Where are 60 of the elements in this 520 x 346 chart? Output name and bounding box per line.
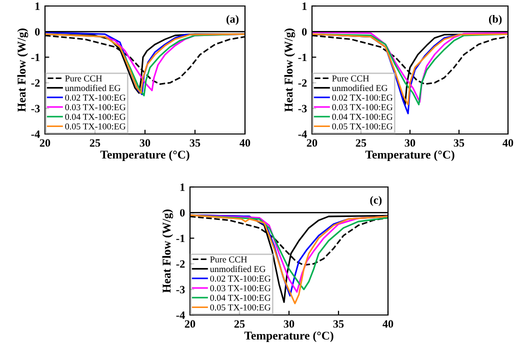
y-tick-label: 1 [180, 184, 185, 191]
text: (c) [370, 196, 382, 206]
y-tick-label: -3 [298, 104, 307, 112]
x-tick-label: 20 [184, 320, 196, 328]
y-axis-title: Heat Flow (W/g) [162, 210, 174, 293]
x-tick-label: 25 [90, 139, 100, 147]
legend-label: 0.04 TX-100:EG [332, 114, 393, 120]
legend-label: 0.05 TX-100:EG [65, 123, 126, 130]
y-tick-label: -4 [176, 312, 185, 319]
x-tick-label: 35 [454, 139, 464, 147]
y-tick-label: -1 [176, 234, 185, 242]
x-axis-title: Temperature (°C) [244, 331, 334, 342]
x-tick-label: 30 [284, 320, 294, 328]
y-tick-label: -2 [176, 260, 185, 268]
y-tick-label: 1 [302, 2, 307, 10]
legend-label: unmodified EG [210, 266, 266, 272]
legend-label: 0.02 TX-100:EG [210, 276, 271, 282]
y-tick-label: -1 [31, 54, 40, 62]
y-tick-label: 1 [35, 2, 40, 10]
x-tick-label: 20 [40, 139, 50, 147]
legend-label: 0.02 TX-100:EG [332, 94, 393, 101]
x-axis-title: Temperature (°C) [365, 150, 454, 162]
legend-label: unmodified EG [332, 84, 388, 92]
legend-label: 0.03 TX-100:EG [65, 104, 126, 110]
legend-label: 0.02 TX-100:EG [65, 94, 126, 101]
y-tick-label: -4 [31, 130, 40, 138]
x-tick-label: 25 [234, 320, 245, 328]
text: (a) [226, 14, 239, 26]
legend-label: Pure CCH [210, 256, 247, 262]
x-axis-title: Temperature (°C) [100, 150, 190, 162]
legend-label: 0.05 TX-100:EG [332, 123, 393, 130]
legend-label: 0.04 TX-100:EG [65, 114, 126, 120]
x-tick-label: 25 [356, 139, 366, 147]
x-tick-label: 35 [190, 139, 200, 147]
y-tick-label: 0 [180, 209, 185, 217]
x-tick-label: 35 [333, 320, 344, 328]
x-tick-label: 30 [140, 139, 150, 147]
x-tick-label: 20 [306, 139, 318, 147]
legend-label: 0.04 TX-100:EG [210, 294, 271, 301]
legend-label: unmodified EG [64, 84, 120, 92]
x-tick-label: 40 [240, 139, 250, 147]
legend-label: Pure CCH [65, 75, 102, 82]
legend-label: 0.03 TX-100:EG [210, 285, 271, 292]
y-axis-title: Heat Flow (W/g) [284, 28, 296, 112]
legend-label: 0.03 TX-100:EG [332, 104, 393, 110]
y-tick-label: 0 [35, 28, 40, 36]
legend-label: Pure CCH [332, 75, 369, 82]
y-axis-title: Heat Flow (W/g) [17, 28, 28, 112]
x-tick-label: 40 [382, 320, 394, 328]
y-tick-label: -3 [176, 286, 185, 294]
x-tick-label: 30 [404, 139, 416, 147]
text: (b) [489, 14, 502, 26]
y-tick-label: -4 [298, 130, 307, 138]
y-tick-label: -3 [31, 104, 40, 112]
y-tick-label: -2 [31, 79, 40, 87]
y-tick-label: -2 [298, 79, 307, 87]
x-tick-label: 40 [502, 139, 514, 147]
y-tick-label: 0 [302, 28, 307, 36]
y-tick-label: -1 [298, 54, 307, 62]
legend-label: 0.05 TX-100:EG [210, 304, 271, 310]
